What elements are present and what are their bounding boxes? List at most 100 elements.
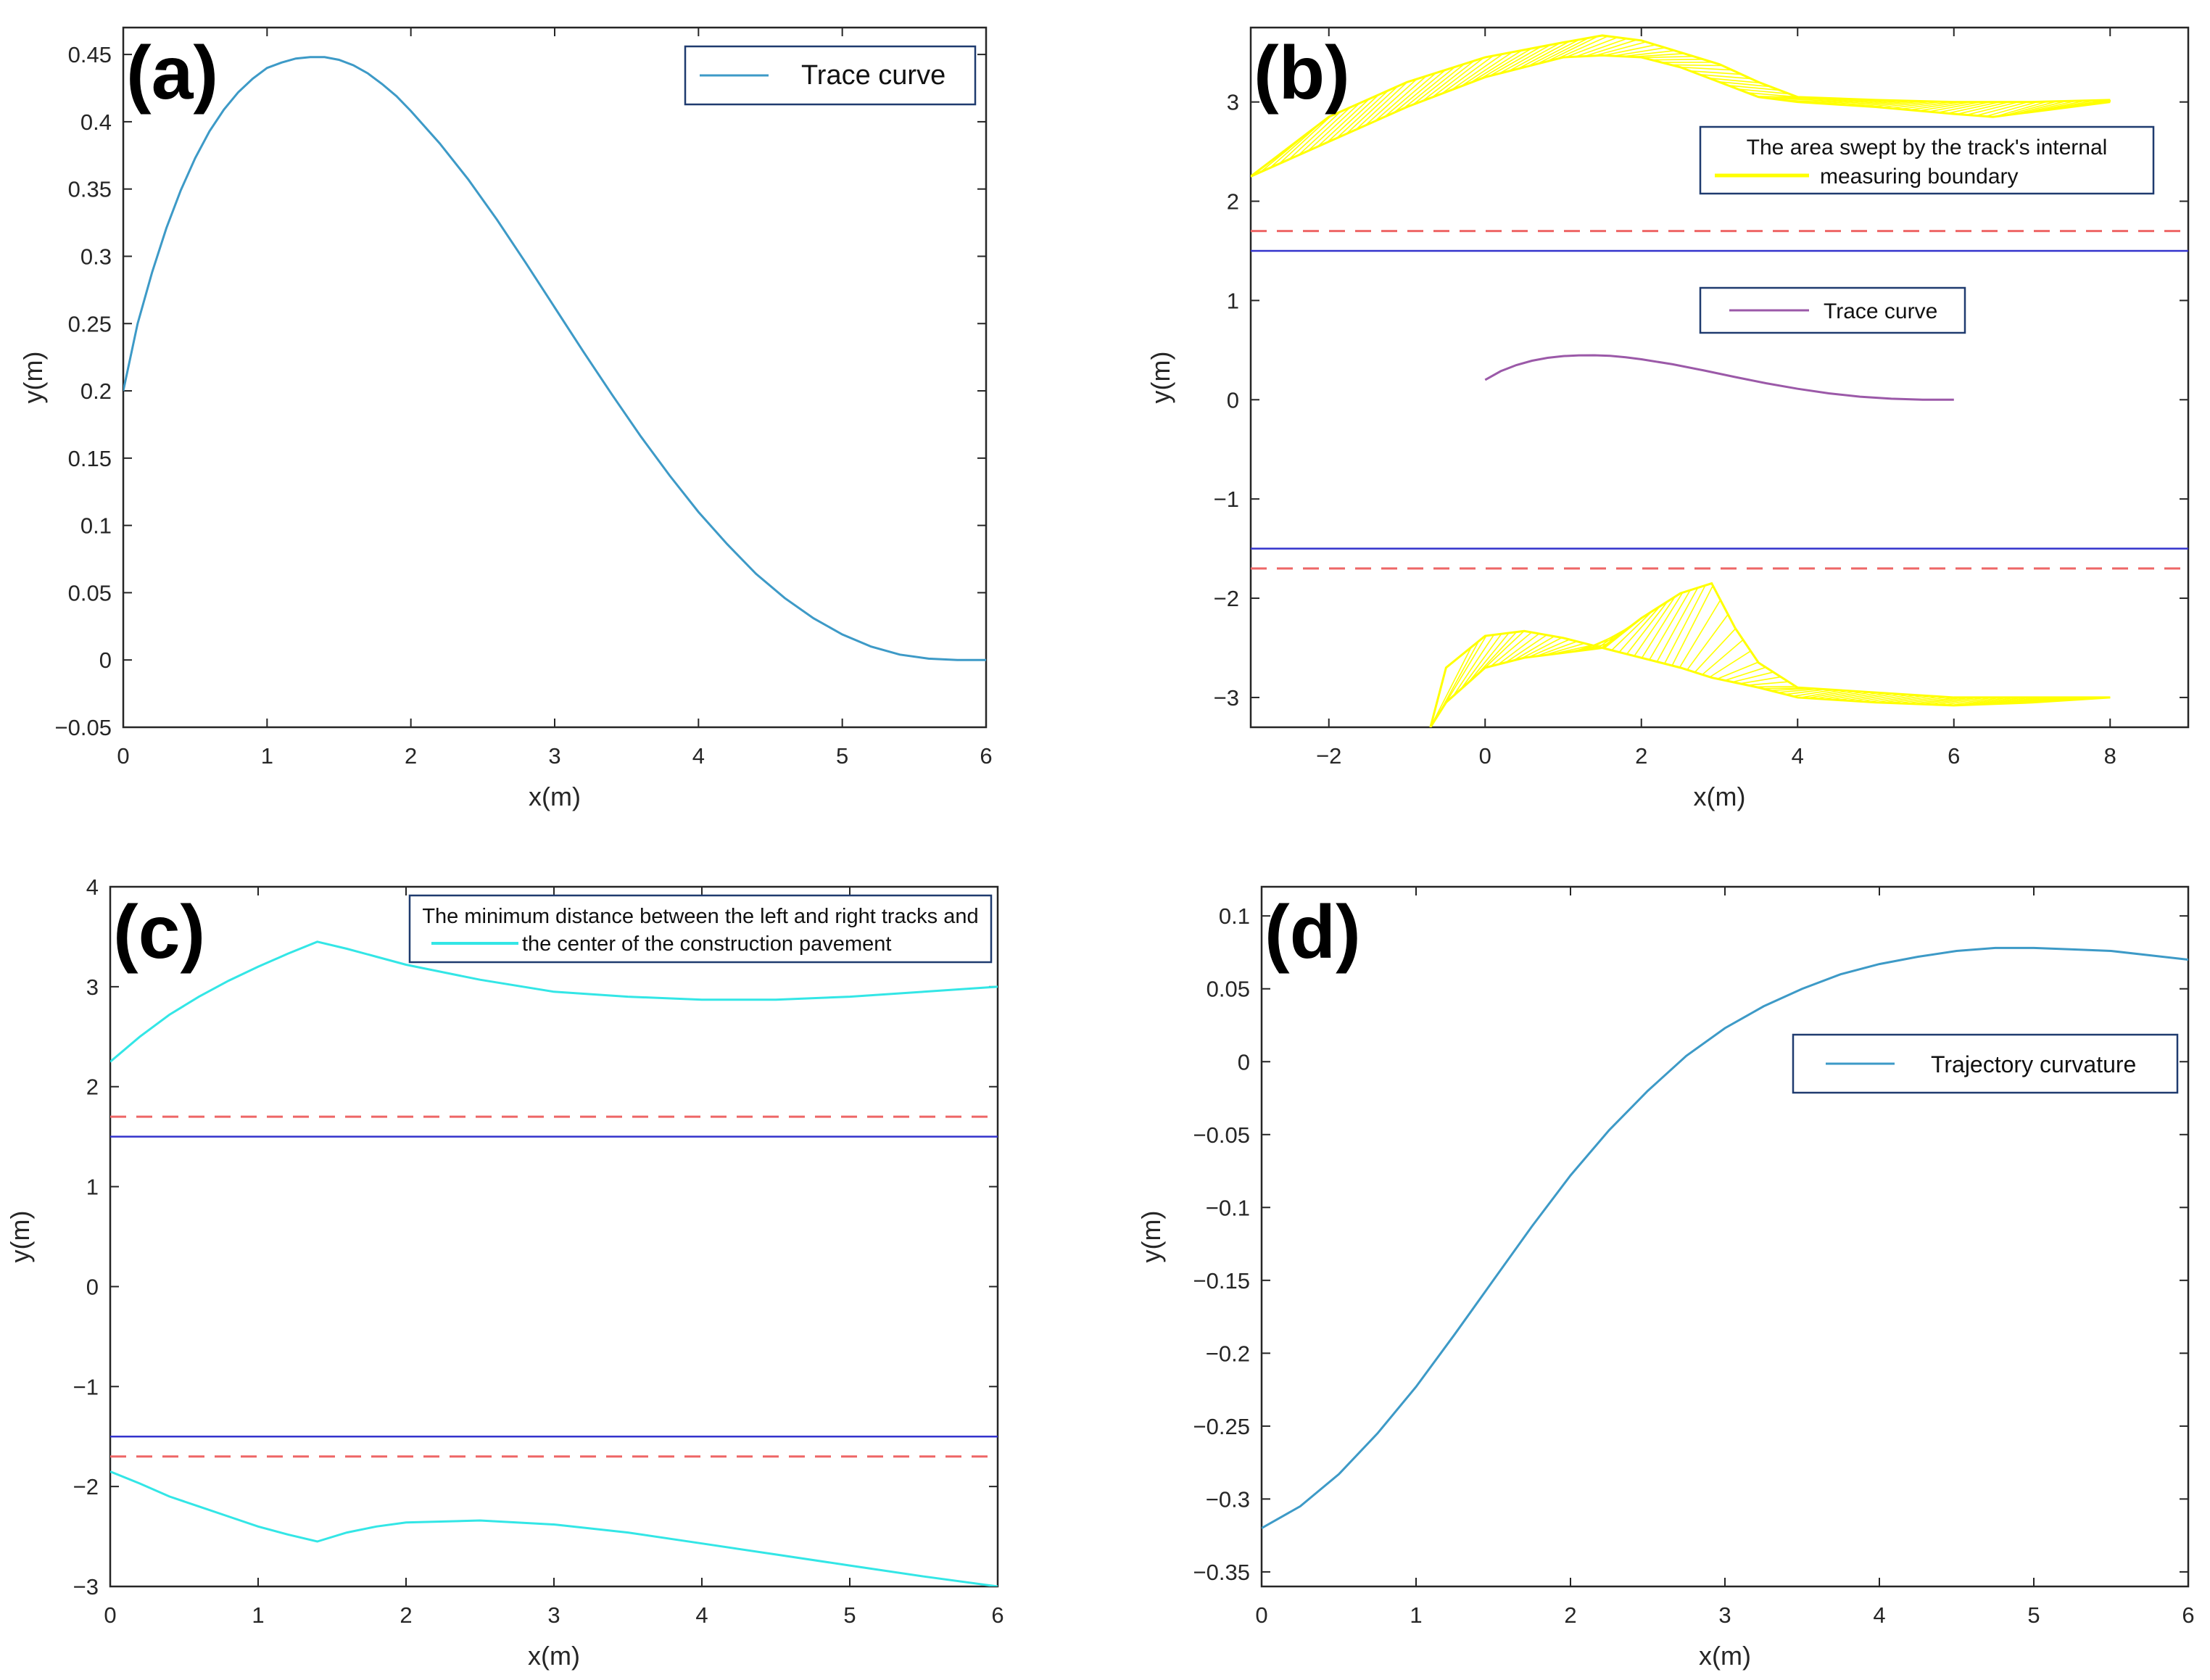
y-tick-label: 0.05: [68, 580, 112, 605]
legend-label: the center of the construction pavement: [522, 932, 891, 956]
swept-hatch: [1618, 605, 1661, 653]
axes-box: [109, 885, 999, 1588]
swept-hatch: [1499, 44, 1551, 75]
legend-b: The area swept by the track's internal me…: [1699, 125, 2155, 334]
swept-hatch: [2005, 101, 2057, 116]
swept-hatch: [1792, 689, 1834, 698]
swept-hatch: [1664, 584, 1706, 664]
y-tick-label: −0.2: [1206, 1341, 1250, 1366]
y-tick-label: −2: [73, 1474, 99, 1499]
swept-hatch: [1785, 688, 1826, 695]
x-tick-label: 3: [1718, 1602, 1731, 1628]
swept-hatch: [1883, 695, 1925, 703]
swept-hatch: [1505, 634, 1547, 663]
plot-area-d: [1262, 946, 2188, 1529]
swept-hatch: [1871, 100, 1924, 107]
swept-hatch: [1498, 633, 1540, 665]
swept-bottom-edge: [1429, 646, 2111, 727]
swept-hatch: [1518, 41, 1570, 70]
swept-hatch: [1460, 633, 1502, 690]
panel-d: 0 1 2 3 4 5 6 −0.35 −0.3 −0.25 −0.2 −0.15 −0.1 −0.05 0…: [1136, 885, 2195, 1671]
y-tick-label: 0: [1227, 387, 1239, 413]
x-tick-label: 1: [1410, 1602, 1422, 1628]
swept-hatch: [1689, 70, 1742, 75]
axes-box: [122, 26, 988, 729]
legend-d: Trajectory curvature: [1792, 1033, 2179, 1094]
swept-hatch: [1422, 60, 1475, 102]
swept-hatch: [1921, 697, 1963, 705]
legend-label: Trajectory curvature: [1931, 1051, 2136, 1077]
swept-hatch: [1652, 59, 1704, 61]
swept-hatch: [1546, 36, 1599, 62]
swept-hatch: [1724, 666, 1766, 682]
swept-hatch: [1355, 81, 1408, 131]
panel-c: 0 1 2 3 4 5 6 −3 −2 −1 0 1 2 3 4 x(m) y(m) (c) The minimum…: [5, 874, 1004, 1671]
swept-hatch: [1861, 693, 1902, 703]
x-tick-label: 0: [117, 743, 129, 769]
swept-hatch: [1853, 692, 1895, 702]
swept-hatch: [1326, 94, 1380, 144]
swept-hatch: [1718, 81, 1771, 88]
swept-hatch: [1966, 101, 2019, 116]
y-tick-label: 2: [1227, 189, 1239, 215]
swept-hatch: [1699, 73, 1752, 80]
y-tick-label: −0.35: [1193, 1560, 1250, 1585]
y-tick-label: −2: [1214, 586, 1239, 611]
x-tick-label: 4: [692, 743, 705, 769]
swept-hatch: [1948, 101, 2000, 115]
upper-swept-area: [1251, 34, 2111, 178]
y-axis-label: y(m): [5, 1211, 35, 1263]
x-axis-label: x(m): [1699, 1641, 1751, 1671]
swept-hatch: [1845, 692, 1887, 701]
y-tick-label: 0: [99, 647, 112, 673]
swept-hatch: [1441, 55, 1494, 94]
plot-area-b: [1251, 34, 2188, 727]
y-tick-label: 0.4: [80, 109, 112, 135]
x-tick-label: 0: [1255, 1602, 1267, 1628]
x-axis-label: x(m): [528, 1641, 580, 1671]
panel-a: 0 1 2 3 4 5 6−0.0500.050.10.150.20.250.30.350.…: [18, 26, 993, 811]
swept-hatch: [1913, 697, 1955, 705]
legend-label: Trace curve: [1824, 299, 1937, 323]
swept-hatch: [1452, 634, 1494, 697]
swept-top-edge: [1429, 582, 2111, 727]
swept-hatch: [1489, 46, 1541, 77]
series-left-track: [110, 940, 998, 1063]
swept-hatch: [1800, 690, 1842, 698]
panel-label: (c): [113, 890, 205, 975]
y-tick-label: −3: [73, 1574, 99, 1600]
y-axis-label: y(m): [18, 352, 48, 404]
swept-hatch: [1739, 676, 1781, 684]
x-tick-label: 6: [1948, 743, 1960, 769]
swept-hatch: [1928, 101, 1981, 112]
x-tick-label: 5: [843, 1602, 856, 1628]
swept-hatch: [1512, 635, 1555, 661]
y-tick-label: −1: [1214, 487, 1239, 512]
y-tick-label: 0.05: [1207, 977, 1250, 1002]
swept-hatch: [1747, 92, 1799, 98]
swept-hatch: [1565, 36, 1618, 58]
x-tick-label: 6: [991, 1602, 1003, 1628]
y-tick-label: 4: [86, 874, 99, 900]
y-tick-label: 0: [86, 1274, 99, 1299]
y-tick-label: 0.3: [80, 244, 112, 269]
y-tick-label: −0.3: [1206, 1486, 1250, 1512]
y-tick-label: 0.25: [68, 311, 112, 336]
swept-hatch: [1687, 613, 1729, 671]
swept-bottom-edge: [1251, 54, 2111, 178]
swept-hatch: [1642, 56, 1694, 59]
swept-hatch: [1307, 102, 1360, 152]
swept-hatch: [1479, 48, 1532, 80]
swept-top-edge: [1251, 34, 2111, 178]
swept-hatch: [1403, 66, 1456, 109]
y-tick-label: 0.2: [80, 378, 112, 404]
swept-hatch: [1336, 90, 1389, 139]
plot-area-c: [110, 940, 998, 1586]
swept-hatch: [1604, 44, 1656, 57]
y-tick-label: 0.1: [80, 513, 112, 539]
x-tick-label: 8: [2104, 743, 2116, 769]
swept-hatch: [1594, 41, 1647, 57]
x-tick-label: 0: [104, 1602, 116, 1628]
swept-hatch: [1556, 36, 1608, 60]
